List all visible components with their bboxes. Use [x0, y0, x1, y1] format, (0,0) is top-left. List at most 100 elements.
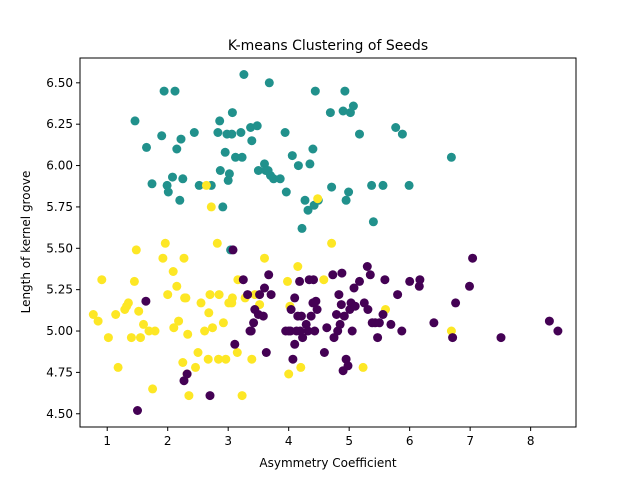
scatter-point	[280, 128, 290, 137]
x-tick-label: 6	[406, 434, 414, 448]
scatter-point	[329, 333, 339, 343]
scatter-point	[306, 311, 316, 321]
scatter-point	[227, 129, 237, 139]
scatter-point	[172, 281, 182, 291]
scatter-point	[134, 306, 144, 316]
scatter-point	[313, 194, 323, 204]
scatter-point	[130, 116, 140, 126]
scatter-point	[237, 152, 247, 162]
scatter-point	[224, 169, 234, 179]
scatter-point	[496, 333, 506, 343]
scatter-point	[363, 305, 373, 314]
scatter-point	[281, 187, 291, 197]
scatter-point	[293, 161, 303, 171]
scatter-point	[160, 238, 170, 248]
scatter-point	[201, 180, 211, 190]
scatter-point	[168, 172, 177, 182]
scatter-point	[350, 301, 360, 311]
scatter-point	[247, 136, 257, 146]
y-tick-label: 5.00	[46, 324, 73, 338]
scatter-point	[221, 354, 231, 364]
scatter-point	[189, 128, 199, 137]
scatter-point	[93, 316, 103, 326]
scatter-point	[362, 262, 372, 271]
scatter-point	[243, 290, 253, 300]
y-tick-label: 5.50	[46, 241, 73, 255]
scatter-point	[358, 362, 368, 372]
scatter-point	[174, 316, 184, 326]
scatter-point	[337, 268, 347, 278]
scatter-point	[404, 180, 414, 190]
scatter-point	[448, 333, 458, 343]
scatter-point	[147, 179, 157, 189]
scatter-point	[269, 174, 279, 184]
scatter-point	[169, 323, 179, 333]
y-tick-label: 5.75	[46, 200, 73, 214]
scatter-point	[255, 290, 265, 300]
scatter-point	[348, 101, 358, 111]
scatter-point	[378, 310, 388, 319]
x-tick-label: 2	[164, 434, 172, 448]
scatter-point	[123, 298, 133, 308]
scatter-point	[150, 326, 160, 336]
scatter-point	[215, 166, 225, 175]
scatter-point	[182, 369, 192, 379]
scatter-point	[238, 275, 248, 285]
scatter-point	[429, 318, 439, 328]
scatter-point	[296, 362, 306, 372]
scatter-point	[293, 262, 303, 271]
scatter-point	[239, 70, 249, 79]
x-tick-label: 4	[285, 434, 293, 448]
scatter-point	[179, 253, 189, 263]
y-tick-label: 4.75	[46, 365, 73, 379]
scatter-point	[196, 298, 206, 308]
scatter-point	[368, 217, 378, 227]
scatter-point	[260, 283, 269, 293]
scatter-point	[359, 298, 369, 308]
scatter-point	[300, 195, 310, 205]
scatter-point	[227, 108, 237, 118]
scatter-point	[468, 253, 478, 263]
scatter-point	[310, 86, 320, 96]
scatter-point	[163, 290, 173, 300]
scatter-point	[349, 283, 359, 293]
scatter-point	[312, 305, 322, 314]
y-tick-label: 6.25	[46, 117, 73, 131]
scatter-point	[336, 300, 346, 310]
scatter-point	[170, 86, 180, 96]
scatter-point	[296, 311, 306, 321]
scatter-point	[97, 275, 107, 285]
scatter-point	[340, 86, 350, 96]
scatter-point	[446, 152, 456, 162]
scatter-point	[297, 223, 307, 233]
scatter-point	[260, 253, 269, 263]
scatter-point	[339, 311, 349, 321]
scatter-point	[258, 311, 268, 321]
scatter-point	[133, 406, 142, 415]
scatter-point	[303, 205, 313, 215]
points-layer	[88, 70, 563, 415]
scatter-point	[344, 187, 354, 197]
scatter-point	[290, 339, 300, 349]
scatter-point	[214, 290, 224, 300]
scatter-point	[298, 333, 308, 343]
scatter-point	[290, 293, 300, 303]
scatter-point	[365, 270, 375, 280]
scatter-point	[203, 354, 213, 364]
scatter-point	[200, 326, 210, 336]
scatter-point	[231, 152, 240, 162]
scatter-point	[205, 290, 215, 300]
scatter-point	[141, 296, 151, 306]
y-tick-label: 6.00	[46, 159, 73, 173]
scatter-point	[111, 310, 121, 319]
x-tick-label: 8	[527, 434, 535, 448]
scatter-point	[129, 276, 139, 286]
scatter-point	[311, 296, 321, 306]
scatter-point	[310, 326, 320, 336]
y-tick-label: 4.50	[46, 407, 73, 421]
scatter-point	[204, 308, 214, 318]
y-tick-label: 6.50	[46, 76, 73, 90]
scatter-point	[178, 174, 188, 184]
x-tick-label: 3	[224, 434, 232, 448]
plot-area-frame	[79, 57, 577, 428]
